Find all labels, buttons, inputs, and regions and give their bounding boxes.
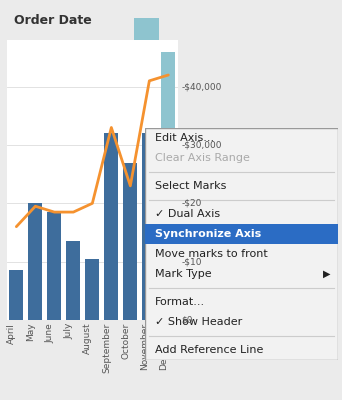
Bar bbox=[123, 162, 137, 320]
Bar bbox=[9, 270, 24, 320]
Bar bbox=[85, 259, 100, 320]
Text: ▶: ▶ bbox=[323, 269, 330, 279]
Bar bbox=[145, 224, 338, 244]
Text: ✓ Dual Axis: ✓ Dual Axis bbox=[155, 209, 220, 219]
Text: Format...: Format... bbox=[155, 297, 205, 307]
Bar bbox=[142, 133, 156, 320]
Text: -$40,000: -$40,000 bbox=[181, 82, 222, 91]
Text: Move marks to front: Move marks to front bbox=[155, 249, 268, 259]
Bar bbox=[66, 241, 80, 320]
Bar bbox=[104, 133, 118, 320]
Text: Select Marks: Select Marks bbox=[155, 181, 226, 191]
Bar bbox=[47, 212, 62, 320]
Bar bbox=[161, 52, 175, 320]
Text: $0: $0 bbox=[181, 316, 193, 324]
Bar bbox=[28, 203, 42, 320]
Text: -$30,000: -$30,000 bbox=[181, 140, 222, 150]
Text: ✓ Show Header: ✓ Show Header bbox=[155, 317, 242, 327]
Text: Add Reference Line: Add Reference Line bbox=[155, 345, 263, 355]
Text: Clear Axis Range: Clear Axis Range bbox=[155, 153, 250, 163]
Text: Synchronize Axis: Synchronize Axis bbox=[155, 229, 261, 239]
Text: Mark Type: Mark Type bbox=[155, 269, 212, 279]
Text: -$10: -$10 bbox=[181, 257, 202, 266]
Text: Edit Axis...: Edit Axis... bbox=[155, 133, 214, 143]
Text: -$20: -$20 bbox=[181, 199, 202, 208]
Text: Order Date: Order Date bbox=[14, 14, 91, 27]
